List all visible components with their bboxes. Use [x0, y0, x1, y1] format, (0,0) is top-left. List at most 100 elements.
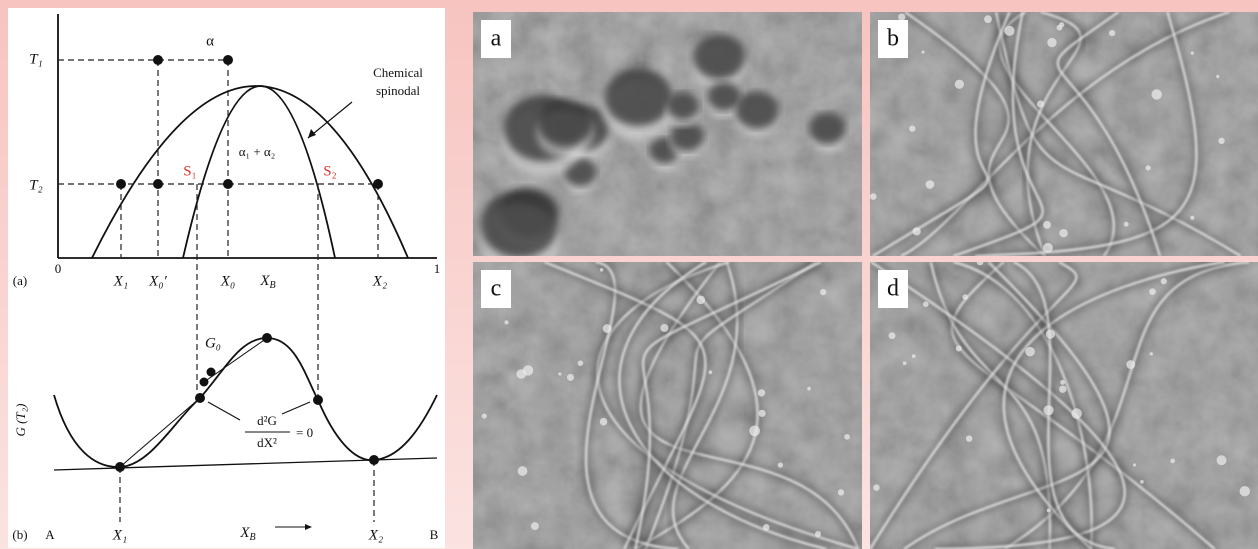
point [223, 179, 233, 189]
micrograph-noise [473, 262, 862, 549]
particle [1046, 330, 1055, 339]
point [200, 378, 209, 387]
particle [1140, 480, 1144, 484]
t2-label: T₂ [29, 177, 43, 193]
particle [1071, 408, 1082, 419]
pore [667, 92, 700, 120]
particle [820, 289, 826, 295]
x-label-sub: B [250, 532, 256, 543]
particle [1217, 455, 1227, 465]
x-label: X₂ [372, 273, 387, 289]
particle [482, 413, 487, 418]
x-label: X₀′ [148, 273, 167, 289]
particle [1059, 229, 1067, 237]
particle [1037, 100, 1044, 107]
particle [870, 193, 877, 200]
particle [838, 489, 844, 495]
particle [758, 410, 765, 417]
particle [1190, 216, 1194, 220]
micrograph-label: b [887, 26, 899, 52]
point [373, 179, 383, 189]
particle [600, 418, 608, 426]
particle [984, 15, 992, 23]
particle [807, 387, 811, 391]
particle [1150, 352, 1153, 355]
particle [1191, 52, 1194, 55]
particle [909, 125, 915, 131]
s2-label: S₂ [323, 163, 337, 179]
pore [735, 92, 779, 129]
micrograph-content [870, 12, 1258, 256]
particle [558, 372, 561, 375]
spinodal-label: spinodal [376, 83, 420, 98]
particle [1047, 38, 1056, 47]
particle [603, 324, 612, 333]
region-label: α₁ + α₂ [239, 144, 276, 159]
x-label-sub: B [270, 280, 276, 291]
y-label: G (T₂) [13, 403, 28, 436]
point [313, 395, 323, 405]
x-label: 0 [55, 261, 62, 276]
panel-tag: (a) [13, 273, 27, 288]
pore [604, 68, 672, 126]
pore [707, 82, 741, 111]
particle [1059, 385, 1066, 392]
particle [1124, 222, 1129, 227]
particle [873, 484, 879, 490]
s1-label: S₁ [183, 163, 197, 179]
particle [913, 227, 921, 235]
page: Spinodal decomposition figure html, body… [0, 0, 1258, 549]
pore [670, 122, 704, 151]
micrograph-content [870, 259, 1258, 549]
equals: = 0 [296, 425, 313, 440]
point [207, 368, 216, 377]
particle [815, 531, 821, 537]
particle [962, 294, 968, 300]
particle [1216, 75, 1219, 78]
particle [758, 389, 765, 396]
micrograph: d [870, 259, 1258, 549]
x-label: X₁ [112, 527, 127, 543]
particle [1109, 30, 1115, 36]
particle [977, 259, 984, 266]
particle [898, 13, 905, 20]
particle [1133, 463, 1136, 466]
micrograph-content [473, 12, 862, 273]
particle [955, 80, 964, 89]
particle [1043, 221, 1051, 229]
particle [1043, 243, 1053, 253]
particle [1043, 405, 1053, 415]
point [223, 55, 233, 65]
point [195, 393, 205, 403]
particle [1146, 165, 1151, 170]
figure: α T₁ T₂ Chemical spinodal α₁ + α₂ S₁ S₂ … [0, 0, 1258, 549]
particle [1161, 278, 1167, 284]
particle [749, 425, 760, 436]
micrograph-label: d [887, 276, 899, 302]
particle [1126, 360, 1135, 369]
particle [923, 301, 929, 307]
spinodal-label: Chemical [373, 65, 423, 80]
point [262, 333, 272, 343]
x-label: X₁ [113, 273, 128, 289]
particle [844, 434, 850, 440]
particle [531, 522, 539, 530]
pore [480, 191, 558, 258]
particle [1240, 486, 1250, 496]
particle [523, 365, 533, 375]
t1-label: T₁ [29, 51, 43, 67]
pore [538, 100, 593, 147]
particle [1057, 25, 1063, 31]
micrograph-content [473, 262, 862, 549]
particle [518, 466, 528, 476]
particle [926, 180, 935, 189]
micrograph-label: a [491, 26, 502, 52]
particle [889, 332, 896, 339]
x-label: 1 [434, 261, 441, 276]
pore [809, 113, 846, 144]
point [153, 179, 163, 189]
particle [966, 435, 972, 441]
fraction-numerator: d²G [257, 413, 277, 428]
body: {"panel_a": {"tag": "(a)", "phase": "α",… [0, 0, 1258, 549]
x-label: B [430, 527, 439, 542]
